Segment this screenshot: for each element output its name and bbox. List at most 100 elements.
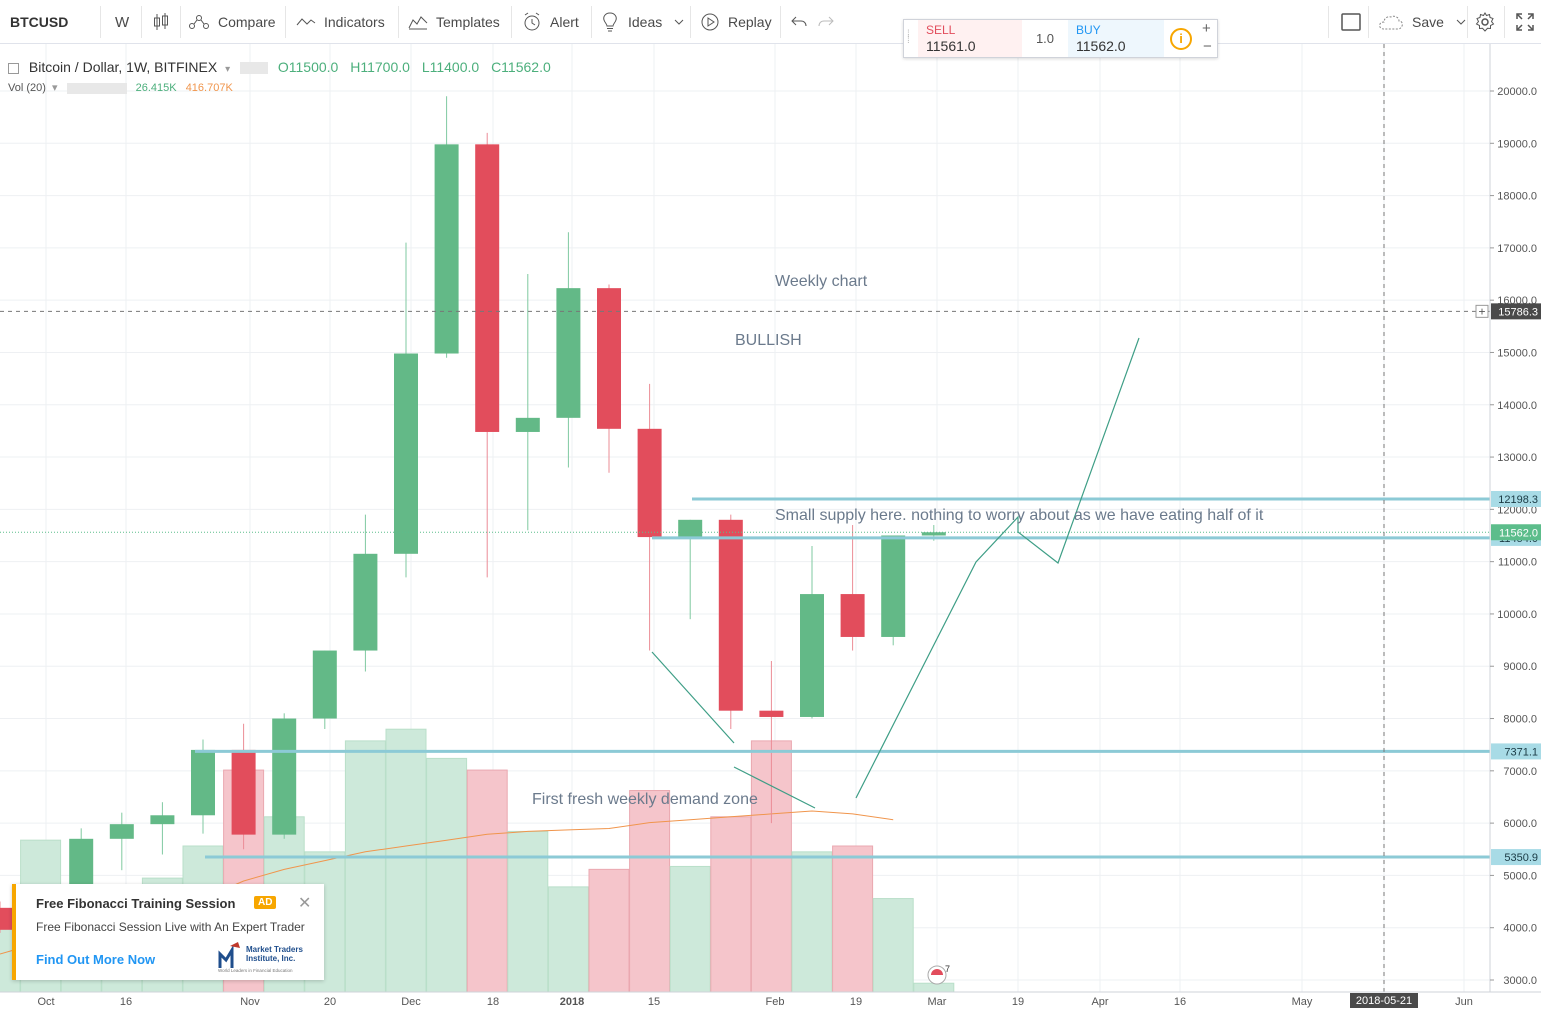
alarm-clock-icon (522, 12, 542, 32)
buy-button[interactable]: BUY 11562.0 (1068, 20, 1164, 57)
volume-settings-icon[interactable] (66, 82, 127, 94)
chart-style-button[interactable] (152, 0, 170, 44)
minus-icon[interactable]: − (1203, 38, 1212, 55)
candle-body (312, 650, 337, 719)
volume-legend: Vol (20) ▾ 26.415K 416.707K (8, 81, 233, 94)
volume-bar (872, 898, 914, 993)
chevron-down-icon (674, 19, 684, 25)
price-tick-label: 9000.0 (1503, 661, 1537, 673)
redo-button[interactable] (818, 0, 834, 44)
time-axis-background (0, 992, 1541, 1012)
legend-close: C11562.0 (491, 59, 551, 75)
volume-bar (466, 769, 508, 993)
time-tick-label: 16 (1174, 996, 1186, 1008)
candle-body (475, 144, 500, 432)
candle-body (69, 838, 94, 886)
ad-link[interactable]: Find Out More Now (36, 952, 156, 967)
square-icon (1341, 13, 1361, 31)
candles-icon (152, 12, 170, 32)
volume-bar (832, 845, 874, 993)
time-tick-label: 19 (1012, 996, 1024, 1008)
chevron-down-icon[interactable]: ▾ (51, 82, 58, 94)
candle-body (394, 353, 418, 554)
add-alert-icon (1475, 304, 1489, 318)
undo-icon (791, 15, 807, 29)
time-tick-label: 18 (487, 996, 499, 1008)
legend-open: O11500.0 (277, 59, 339, 75)
crosshair-price-tag-bg (1491, 303, 1541, 320)
volume-bar (426, 757, 468, 993)
alert-label: Alert (550, 14, 579, 30)
alert-button[interactable]: Alert (522, 0, 579, 44)
replay-button[interactable]: Replay (700, 0, 772, 44)
current-price-tag-bg (1491, 524, 1541, 541)
maximize-button[interactable] (1516, 0, 1534, 44)
ad-logo: Market Traders Institute, Inc. World Lea… (216, 940, 316, 974)
price-tick-label: 6000.0 (1503, 818, 1537, 830)
ad-banner[interactable]: Free Fibonacci Training Session AD ✕ Fre… (12, 884, 324, 980)
price-tick-label: 10000.0 (1497, 609, 1537, 621)
crosshair-date-tag-bg (1350, 993, 1418, 1008)
legend-low: L11400.0 (421, 59, 480, 75)
symbol-search[interactable]: BTCUSD (10, 0, 68, 44)
volume-bar (913, 982, 955, 993)
svg-text:Market Traders: Market Traders (246, 945, 303, 954)
price-tick-label: 17000.0 (1497, 243, 1537, 255)
expand-icon (1516, 13, 1534, 31)
candle-body (800, 594, 824, 717)
time-tick-label: Feb (766, 996, 785, 1008)
price-chart[interactable]: Weekly chart BULLISH Small supply here. no… (0, 44, 1541, 1012)
templates-icon (408, 14, 428, 30)
buy-label: BUY (1076, 23, 1101, 37)
cloud-icon (1378, 14, 1404, 30)
collapse-icon[interactable] (8, 62, 19, 74)
crosshair-price-tag: 15786.3 (1498, 306, 1538, 318)
candle-body (718, 519, 743, 711)
symbol-label: BTCUSD (10, 14, 69, 30)
close-icon[interactable]: ✕ (298, 895, 312, 912)
chevron-down-icon (1456, 19, 1466, 25)
interval-selector[interactable]: W (115, 0, 129, 44)
price-tick-label: 4000.0 (1503, 923, 1537, 935)
candle-body (840, 594, 865, 637)
candle-body (556, 288, 581, 418)
candle-body (150, 815, 175, 825)
trading-panel: ⁞ ⁞ SELL 11561.0 1.0 BUY 11562.0 i + − (903, 19, 1218, 58)
chevron-down-icon[interactable]: ▾ (225, 64, 231, 75)
drag-handle-icon[interactable]: ⁞ ⁞ (907, 29, 910, 46)
templates-label: Templates (436, 14, 500, 30)
fullscreen-button[interactable] (1341, 0, 1361, 44)
price-tick-label: 20000.0 (1497, 86, 1537, 98)
candle-body (434, 144, 459, 354)
info-icon[interactable]: i (1170, 28, 1192, 50)
price-tick-label: 19000.0 (1497, 138, 1537, 150)
ideas-button[interactable]: Ideas (602, 0, 684, 44)
templates-button[interactable]: Templates (408, 0, 500, 44)
candle-body (515, 417, 540, 432)
price-axis-background (1490, 44, 1541, 992)
projection-path (855, 337, 1140, 799)
current-price-tag: 11562.0 (1499, 527, 1538, 539)
indicators-button[interactable]: Indicators (296, 0, 385, 44)
legend-settings-icon[interactable] (239, 62, 268, 75)
plus-icon[interactable]: + (1202, 20, 1211, 37)
volume-value: 26.415K (135, 82, 177, 94)
sell-button[interactable]: SELL 11561.0 (918, 20, 1022, 57)
level-price-tag: 5350.9 (1504, 852, 1538, 864)
price-tick-label: 14000.0 (1497, 400, 1537, 412)
undo-button[interactable] (791, 0, 807, 44)
ideas-label: Ideas (628, 14, 663, 30)
events-count: 7 (945, 964, 950, 974)
settings-button[interactable] (1475, 0, 1495, 44)
compare-button[interactable]: Compare (188, 0, 276, 44)
volume-bar (344, 740, 386, 993)
time-tick-label: Dec (401, 996, 421, 1008)
top-toolbar: BTCUSD W Compare Indicators Templates Al… (0, 0, 1541, 44)
indicators-icon (296, 15, 316, 29)
volume-bar (669, 865, 711, 993)
quantity-field[interactable]: 1.0 (1022, 20, 1068, 57)
redo-icon (818, 15, 834, 29)
save-button[interactable]: Save (1378, 0, 1466, 44)
candle-body (0, 907, 12, 930)
chart-annotation: Weekly chart (775, 273, 868, 290)
